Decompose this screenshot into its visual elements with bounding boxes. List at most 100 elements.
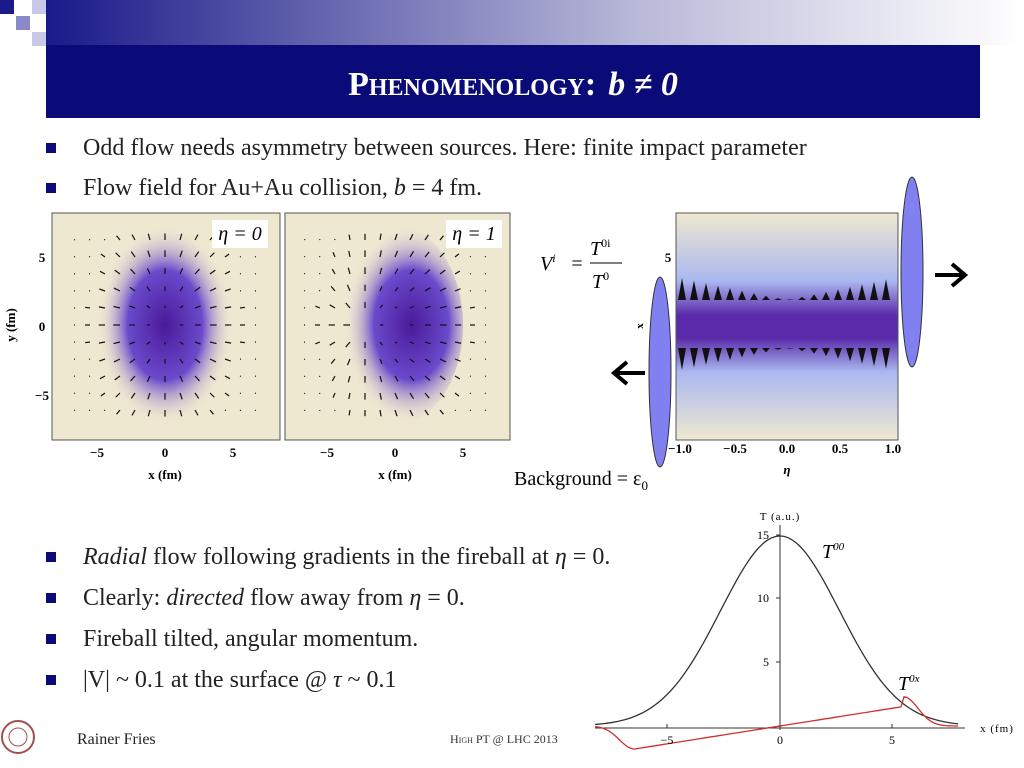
arrow [424, 269, 431, 275]
deco-square [32, 32, 46, 46]
arrow [424, 305, 431, 309]
arrow [394, 358, 399, 363]
formula: T0i [590, 236, 611, 260]
text-part: T [590, 238, 603, 260]
bullet-text: flow away from [244, 585, 410, 611]
arrow [469, 306, 475, 309]
bullet-text: = 0. [566, 544, 611, 570]
arrow [88, 255, 91, 258]
deco-square [16, 16, 30, 30]
arrow [484, 409, 487, 412]
arrow [726, 288, 734, 300]
arrow [179, 268, 184, 275]
bullet: |V| ~ 0.1 at the surface @ τ ~ 0.1 [83, 666, 397, 694]
label: 15 [757, 528, 769, 542]
arrow [147, 233, 151, 241]
arrow [394, 306, 398, 309]
arrow [146, 341, 151, 345]
arrow [147, 250, 151, 258]
label: 1.0 [885, 441, 901, 456]
arrow [209, 409, 214, 415]
arrow [469, 255, 472, 258]
arrow [810, 348, 818, 354]
arrow [810, 294, 818, 300]
arrow [726, 348, 734, 360]
arrow [99, 288, 106, 292]
arrow [409, 392, 415, 400]
label: 5 [665, 250, 672, 265]
arrow [424, 287, 431, 292]
seal [8, 727, 28, 747]
arrow [409, 250, 415, 258]
arrow [454, 358, 461, 362]
arrow [113, 305, 121, 309]
arrow [409, 409, 414, 417]
arrow [318, 289, 321, 292]
arrow [346, 284, 351, 292]
arrow [318, 272, 321, 275]
arrow [702, 283, 710, 300]
arrow [130, 392, 136, 399]
arrow [348, 250, 351, 258]
arrow [318, 255, 321, 258]
arrow [131, 234, 136, 241]
arrow [798, 296, 806, 300]
label: y (fm) [3, 308, 18, 342]
arrow-left [610, 360, 645, 386]
bullet-marker [46, 634, 56, 644]
arrow [194, 375, 200, 382]
label: η = 0 [218, 223, 261, 245]
arrow [424, 251, 430, 258]
arrow [394, 409, 398, 417]
bullet-text: Radial [83, 544, 147, 570]
text-part: i [552, 251, 555, 265]
arrow [209, 358, 217, 363]
label: 5 [460, 445, 467, 460]
arrow [146, 375, 151, 382]
arrow [194, 286, 201, 292]
arrow [750, 293, 758, 300]
arrow [394, 250, 399, 258]
arrow [224, 253, 230, 258]
arrow [224, 270, 231, 275]
arrow [315, 341, 321, 345]
footer-author: Rainer Fries [77, 731, 156, 748]
arrow [424, 341, 431, 345]
arrow [303, 375, 306, 378]
arrow [858, 348, 866, 364]
arrow [379, 409, 382, 417]
arrow [786, 348, 794, 349]
bullet-text: b [393, 175, 406, 201]
arrow [331, 375, 336, 382]
bullet-text: η [409, 585, 422, 611]
arrow [303, 255, 306, 258]
arrow [179, 233, 183, 241]
arrow [332, 252, 336, 258]
arrow [113, 287, 121, 292]
curve-label: T00 [822, 541, 845, 563]
label: 0.5 [832, 441, 849, 456]
arrow [303, 289, 306, 292]
arrow [750, 348, 758, 355]
arrow [454, 375, 461, 380]
arrow [469, 409, 472, 412]
label: x (fm) [378, 467, 412, 482]
arrow [85, 341, 91, 344]
arrow [146, 286, 151, 292]
formula: Vi [540, 251, 556, 275]
arrow [209, 305, 217, 309]
bullet: Radial flow following gradients in the f… [83, 543, 610, 571]
text-part: 0x [909, 673, 920, 685]
arrow [147, 392, 151, 400]
arrow [379, 285, 383, 292]
arrow [330, 358, 336, 365]
arrow [347, 267, 351, 275]
arrow [439, 269, 446, 275]
arrow [209, 269, 216, 275]
arrow [822, 291, 830, 300]
arrow [348, 234, 351, 241]
arrow [194, 268, 200, 275]
arrow [702, 348, 710, 365]
panel-label-box [446, 220, 502, 248]
fireball [327, 225, 463, 425]
